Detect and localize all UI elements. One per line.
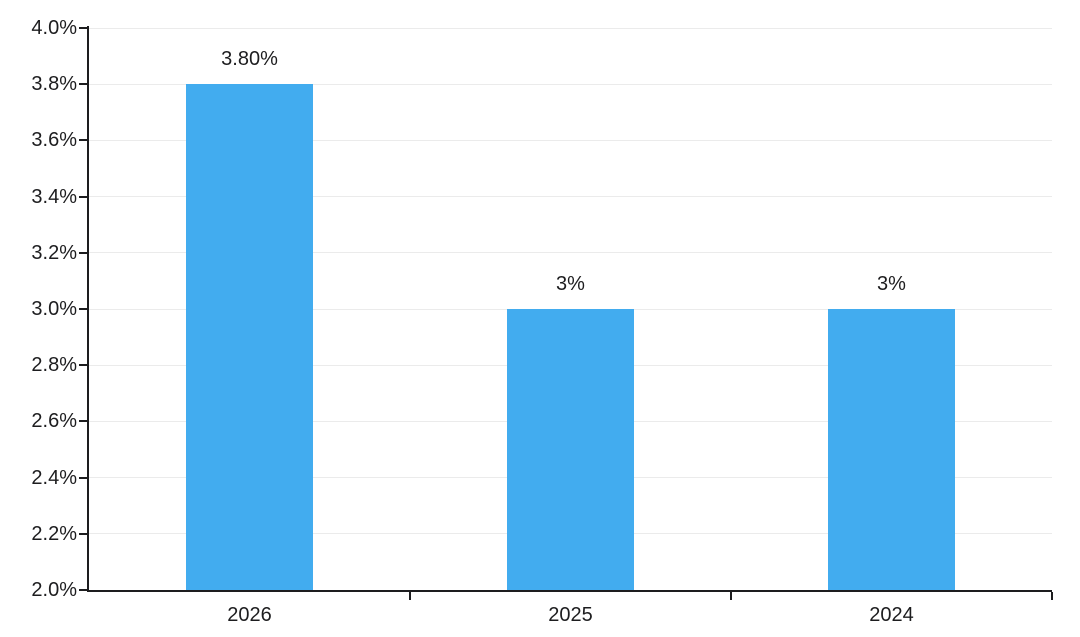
bar-value-label: 3.80%: [221, 48, 278, 71]
y-tick-label: 4.0%: [31, 17, 77, 39]
y-tick-label: 3.6%: [31, 129, 77, 152]
y-axis-tick: [79, 589, 87, 591]
y-axis-tick: [79, 420, 87, 423]
bar-2025: [507, 309, 634, 590]
bar-2024: [828, 309, 955, 590]
gridline: [89, 196, 1052, 198]
x-axis-tick: [730, 592, 732, 600]
gridline: [89, 27, 1052, 29]
x-axis-tick: [1051, 592, 1053, 600]
y-tick-label: 2.8%: [31, 354, 77, 377]
y-tick-label: 2.4%: [31, 466, 77, 489]
bar-2026: [186, 84, 313, 590]
x-tick-label: 2026: [227, 604, 272, 626]
y-tick-label: 2.0%: [31, 579, 77, 601]
gridline: [89, 139, 1052, 141]
y-axis-tick: [79, 308, 87, 310]
x-axis: [87, 590, 1052, 592]
y-axis-tick: [79, 83, 87, 86]
y-axis: [87, 26, 89, 591]
x-tick-label: 2024: [869, 604, 914, 626]
y-axis-tick: [79, 27, 87, 29]
y-tick-label: 2.2%: [31, 522, 77, 545]
y-tick-label: 3.0%: [31, 298, 77, 320]
bar-value-label: 3%: [877, 273, 906, 295]
y-axis-tick: [79, 195, 87, 198]
bar-value-label: 3%: [556, 273, 585, 295]
x-tick-label: 2025: [548, 604, 593, 626]
gridline: [89, 83, 1052, 85]
y-axis-tick: [79, 139, 87, 142]
y-tick-label: 3.2%: [31, 241, 77, 264]
y-axis-tick: [79, 476, 87, 479]
y-axis-tick: [79, 251, 87, 254]
y-axis-tick: [79, 532, 87, 535]
gridline: [89, 252, 1052, 254]
y-tick-label: 2.6%: [31, 410, 77, 433]
y-axis-tick: [79, 364, 87, 367]
y-tick-label: 3.8%: [31, 73, 77, 96]
y-tick-label: 3.4%: [31, 185, 77, 208]
x-axis-tick: [409, 592, 411, 600]
